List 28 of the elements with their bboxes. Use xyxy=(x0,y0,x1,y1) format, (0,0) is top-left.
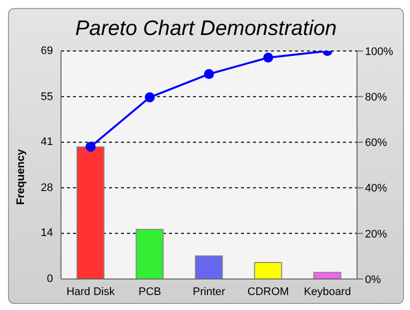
y-tick-label: 41 xyxy=(40,136,53,148)
point xyxy=(144,92,155,102)
point xyxy=(204,69,214,80)
y2-tick-label: 20% xyxy=(365,228,388,240)
y2-tick-label: 60% xyxy=(365,137,388,150)
y2-tick-label: 0% xyxy=(365,274,382,286)
y-axis-title: Frequency xyxy=(15,149,27,205)
x-tick-label: PCB xyxy=(138,286,162,298)
y-tick-label: 0 xyxy=(46,273,53,285)
x-tick-label: Keyboard xyxy=(304,286,351,298)
chart-title: Pareto Chart Demonstration xyxy=(74,16,338,42)
bar xyxy=(194,255,223,279)
y-tick-label: 69 xyxy=(40,45,53,57)
x-tick-label: Printer xyxy=(192,286,226,298)
y2-tick-label: 100% xyxy=(365,46,394,58)
bar xyxy=(136,228,164,279)
bar xyxy=(254,262,282,279)
y-tick-label: 28 xyxy=(40,182,53,194)
y-tick-label: 55 xyxy=(40,90,53,103)
x-tick-label: Hard Disk xyxy=(66,286,116,298)
bar xyxy=(76,146,104,279)
y2-tick-label: 40% xyxy=(365,182,388,195)
x-tick-label: CDROM xyxy=(247,286,289,298)
bar xyxy=(313,272,342,279)
point xyxy=(263,52,274,63)
y2-tick-label: 80% xyxy=(365,92,388,104)
point xyxy=(86,142,96,152)
y-tick-label: 14 xyxy=(40,227,53,240)
